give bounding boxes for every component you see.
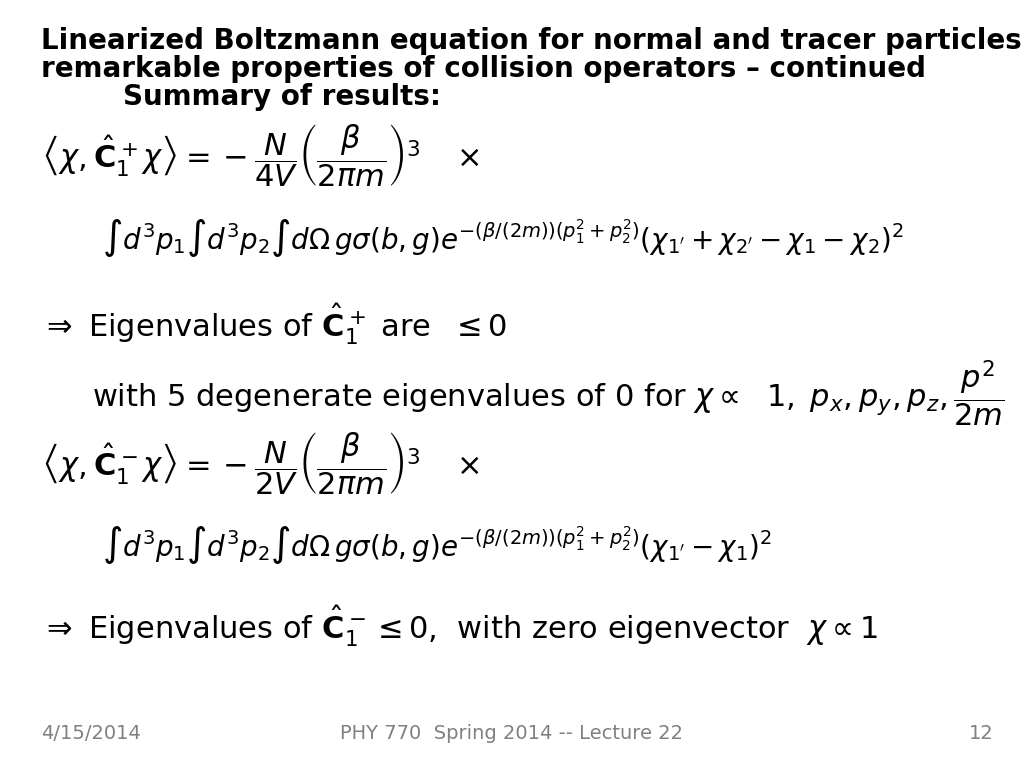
Text: 4/15/2014: 4/15/2014	[41, 724, 141, 743]
Text: $\left\langle \chi, \hat{\mathbf{C}}_1^- \chi \right\rangle = -\dfrac{N}{2V}\lef: $\left\langle \chi, \hat{\mathbf{C}}_1^-…	[41, 430, 480, 497]
Text: $\Rightarrow$ Eigenvalues of $\hat{\mathbf{C}}_1^+$ are $\ \leq 0$: $\Rightarrow$ Eigenvalues of $\hat{\math…	[41, 301, 507, 347]
Text: remarkable properties of collision operators – continued: remarkable properties of collision opera…	[41, 55, 926, 83]
Text: $\left\langle \chi, \hat{\mathbf{C}}_1^+ \chi \right\rangle = -\dfrac{N}{4V}\lef: $\left\langle \chi, \hat{\mathbf{C}}_1^+…	[41, 123, 480, 190]
Text: 12: 12	[969, 724, 993, 743]
Text: Summary of results:: Summary of results:	[123, 83, 441, 111]
Text: Linearized Boltzmann equation for normal and tracer particles –: Linearized Boltzmann equation for normal…	[41, 27, 1024, 55]
Text: with 5 degenerate eigenvalues of 0 for $\chi \propto \ \ 1,\; p_x, p_y, p_z, \df: with 5 degenerate eigenvalues of 0 for $…	[92, 359, 1005, 429]
Text: PHY 770  Spring 2014 -- Lecture 22: PHY 770 Spring 2014 -- Lecture 22	[341, 724, 683, 743]
Text: $\int d^3 p_1 \int d^3 p_2 \int d\Omega \, g\sigma(b,g)e^{-(\beta/(2m))(p_1^2+p_: $\int d^3 p_1 \int d^3 p_2 \int d\Omega …	[102, 524, 772, 566]
Text: $\Rightarrow$ Eigenvalues of $\hat{\mathbf{C}}_1^- \leq 0$,  with zero eigenvect: $\Rightarrow$ Eigenvalues of $\hat{\math…	[41, 603, 878, 649]
Text: $\int d^3 p_1 \int d^3 p_2 \int d\Omega \, g\sigma(b,g)e^{-(\beta/(2m))(p_1^2+p_: $\int d^3 p_1 \int d^3 p_2 \int d\Omega …	[102, 217, 904, 259]
